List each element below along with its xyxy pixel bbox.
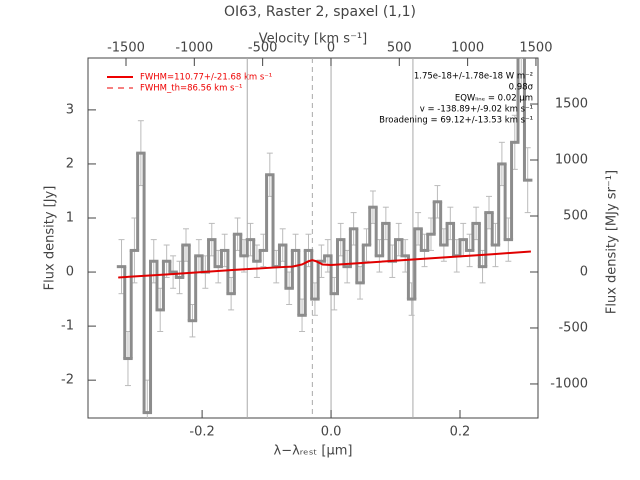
x-tick-label: 0.2 [450, 425, 471, 440]
y-axis-title: Flux density [Jy] [43, 186, 58, 291]
y-tick-label: 1 [66, 211, 74, 226]
x2-tick-label: -500 [248, 41, 278, 56]
annotation: v = -138.89+/-9.02 km s⁻¹ [420, 105, 533, 115]
x-tick-label: -0.2 [189, 425, 214, 440]
annotation: Broadening = 69.12+/-13.53 km s⁻¹ [379, 116, 533, 126]
legend-label: FWHM=110.77+/-21.68 km s⁻¹ [140, 73, 272, 83]
legend-label: FWHM_th=86.56 km s⁻¹ [140, 84, 242, 94]
annotation: 0.98σ [509, 83, 534, 93]
y2-tick-label: 1500 [555, 97, 588, 112]
x2-tick-label: -1000 [175, 41, 213, 56]
y-tick-label: 2 [66, 156, 74, 171]
x-axis-title: λ−λᵣₑₛₜ [μm] [274, 444, 353, 459]
annotation: EQWₗᵢₙₑ = 0.02 μm [455, 94, 533, 104]
plot-frame [87, 57, 539, 419]
y2-tick-label: -1000 [550, 376, 588, 391]
x2-axis-title: Velocity [km s⁻¹] [259, 32, 367, 47]
x-tick-label: 0.0 [321, 425, 342, 440]
y2-tick-label: 1000 [555, 153, 588, 168]
x2-tick-label: 500 [387, 41, 412, 56]
y-tick-label: 0 [66, 265, 74, 280]
fit-line [118, 251, 531, 278]
chart-title: OI63, Raster 2, spaxel (1,1) [224, 4, 416, 20]
y2-tick-label: 0 [580, 264, 588, 279]
x2-tick-label: 1000 [451, 41, 484, 56]
y-tick-label: 3 [66, 102, 74, 117]
y-tick-label: -2 [61, 373, 74, 388]
x2-tick-label: 1500 [519, 41, 552, 56]
plot-area [116, 58, 533, 418]
y2-tick-label: -500 [558, 320, 588, 335]
y2-tick-label: 500 [563, 208, 588, 223]
annotation: 1.75e-18+/-1.78e-18 W m⁻² [414, 72, 533, 82]
y2-axis-title: Flux density [MJy sr⁻¹] [605, 170, 620, 314]
y-tick-label: -1 [61, 319, 74, 334]
x2-tick-label: 0 [327, 41, 335, 56]
x2-tick-label: -1500 [107, 41, 145, 56]
